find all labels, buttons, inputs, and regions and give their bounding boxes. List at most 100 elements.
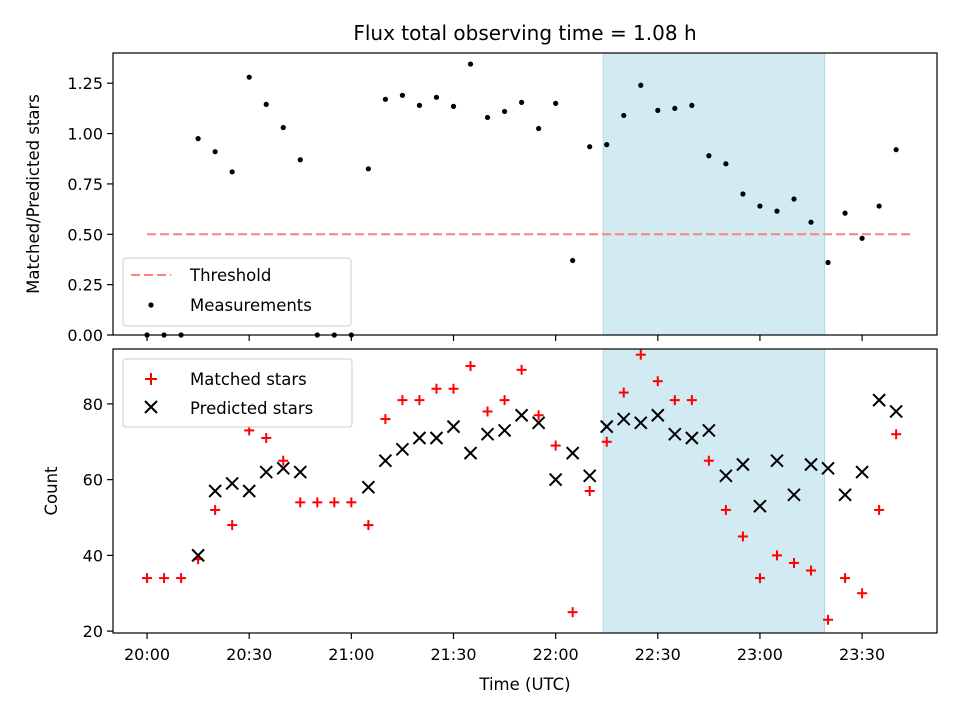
matched-star-point bbox=[737, 531, 748, 542]
matched-star-point bbox=[669, 395, 680, 406]
measurement-point bbox=[825, 259, 831, 266]
x-tick-label: 21:00 bbox=[328, 645, 374, 664]
measurement-point bbox=[638, 82, 644, 88]
predicted-star-point bbox=[685, 431, 699, 445]
predicted-star-point bbox=[242, 484, 256, 498]
measurement-point bbox=[484, 114, 491, 121]
predicted-star-point bbox=[651, 408, 665, 422]
predicted-star-point bbox=[582, 469, 597, 483]
matched-star-point bbox=[227, 520, 238, 531]
predicted-stars-points bbox=[191, 393, 903, 563]
x-tick-label: 22:30 bbox=[635, 645, 681, 664]
top-y-axis-label: Matched/Predicted stars bbox=[24, 94, 43, 294]
measurement-point bbox=[553, 100, 559, 106]
x-tick-label: 20:30 bbox=[226, 645, 272, 664]
bottom-x-ticks: 20:00 20:30 21:00 21:30 22:00 22:30 23:00 23:30 bbox=[124, 633, 885, 664]
matched-star-point bbox=[840, 573, 851, 584]
shaded-span-rect bbox=[602, 52, 826, 336]
bottom-y-ticks: 20 40 60 80 bbox=[83, 395, 113, 641]
matched-star-point bbox=[380, 414, 391, 425]
measurement-point bbox=[621, 112, 627, 119]
predicted-star-point bbox=[548, 472, 563, 487]
matched-star-point bbox=[686, 395, 697, 406]
measurement-point bbox=[570, 257, 576, 264]
matched-star-point bbox=[703, 455, 714, 466]
predicted-star-point bbox=[259, 465, 273, 479]
legend-matched-label: Matched stars bbox=[190, 370, 307, 389]
matched-star-point bbox=[329, 497, 340, 508]
predicted-star-point bbox=[463, 446, 478, 460]
matched-star-point bbox=[363, 520, 374, 531]
measurement-point bbox=[195, 136, 201, 142]
bottom-shaded-span bbox=[602, 348, 826, 634]
matched-star-point bbox=[414, 395, 425, 406]
legend-predicted-swatch bbox=[144, 400, 158, 414]
y-tick-label: 0.50 bbox=[67, 225, 103, 244]
y-tick-label: 60 bbox=[83, 471, 103, 490]
measurement-point bbox=[467, 61, 474, 67]
matched-star-point bbox=[857, 588, 868, 599]
matched-star-point bbox=[584, 486, 595, 496]
predicted-star-point bbox=[600, 419, 614, 434]
measurement-point bbox=[655, 107, 661, 114]
measurement-point bbox=[536, 125, 542, 132]
measurement-point bbox=[382, 96, 388, 102]
matched-star-point bbox=[278, 455, 289, 466]
top-chart-title: Flux total observing time = 1.08 h bbox=[353, 21, 696, 45]
matched-stars-points bbox=[142, 349, 902, 625]
matched-star-point bbox=[771, 550, 782, 561]
measurement-point bbox=[604, 142, 610, 148]
predicted-star-point bbox=[821, 461, 835, 475]
predicted-star-point bbox=[378, 453, 393, 468]
predicted-star-point bbox=[565, 446, 580, 460]
y-tick-label: 40 bbox=[83, 546, 103, 565]
predicted-star-point bbox=[361, 480, 376, 494]
measurement-point bbox=[706, 153, 712, 159]
matched-star-point bbox=[635, 349, 646, 360]
predicted-star-point bbox=[480, 427, 495, 441]
predicted-star-point bbox=[719, 469, 733, 483]
y-tick-label: 0.00 bbox=[67, 326, 103, 345]
measurement-point bbox=[893, 147, 899, 153]
measurement-point bbox=[229, 169, 235, 175]
matched-star-point bbox=[312, 497, 323, 508]
predicted-star-point bbox=[889, 404, 903, 419]
measurement-point bbox=[774, 208, 780, 214]
predicted-star-point bbox=[208, 484, 222, 498]
matched-star-point bbox=[874, 504, 885, 515]
matched-star-point bbox=[261, 432, 272, 443]
measurement-point bbox=[757, 203, 763, 209]
matched-star-point bbox=[720, 504, 731, 515]
shaded-span-rect bbox=[602, 348, 826, 634]
measurement-point bbox=[280, 124, 286, 131]
matched-star-point bbox=[142, 573, 153, 584]
matched-star-point bbox=[618, 387, 629, 398]
matched-star-point bbox=[431, 383, 442, 394]
predicted-star-point bbox=[634, 416, 648, 430]
matched-star-point bbox=[499, 395, 510, 406]
top-legend-box bbox=[122, 257, 352, 327]
predicted-star-point bbox=[395, 442, 410, 457]
matched-star-point bbox=[754, 573, 765, 584]
top-shaded-span bbox=[602, 52, 826, 336]
top-panel: Flux total observing time = 1.08 h 0.00 0… bbox=[24, 21, 938, 345]
legend-threshold-label: Threshold bbox=[189, 266, 271, 285]
x-tick-label: 22:00 bbox=[533, 645, 579, 664]
matched-star-point bbox=[397, 395, 408, 406]
predicted-star-point bbox=[446, 419, 461, 434]
measurement-point bbox=[365, 166, 371, 172]
x-tick-label: 20:00 bbox=[124, 645, 170, 664]
predicted-star-point bbox=[838, 488, 852, 502]
matched-star-point bbox=[550, 440, 561, 451]
matched-star-point bbox=[788, 557, 799, 568]
measurement-point bbox=[791, 196, 797, 202]
measurement-point bbox=[297, 157, 303, 163]
y-tick-label: 0.25 bbox=[67, 276, 103, 295]
predicted-star-point bbox=[872, 393, 886, 407]
matched-star-point bbox=[516, 364, 527, 375]
top-axes-frame bbox=[112, 52, 938, 336]
matched-star-point bbox=[295, 497, 306, 508]
predicted-star-point bbox=[736, 457, 750, 472]
matched-star-point bbox=[652, 376, 663, 387]
